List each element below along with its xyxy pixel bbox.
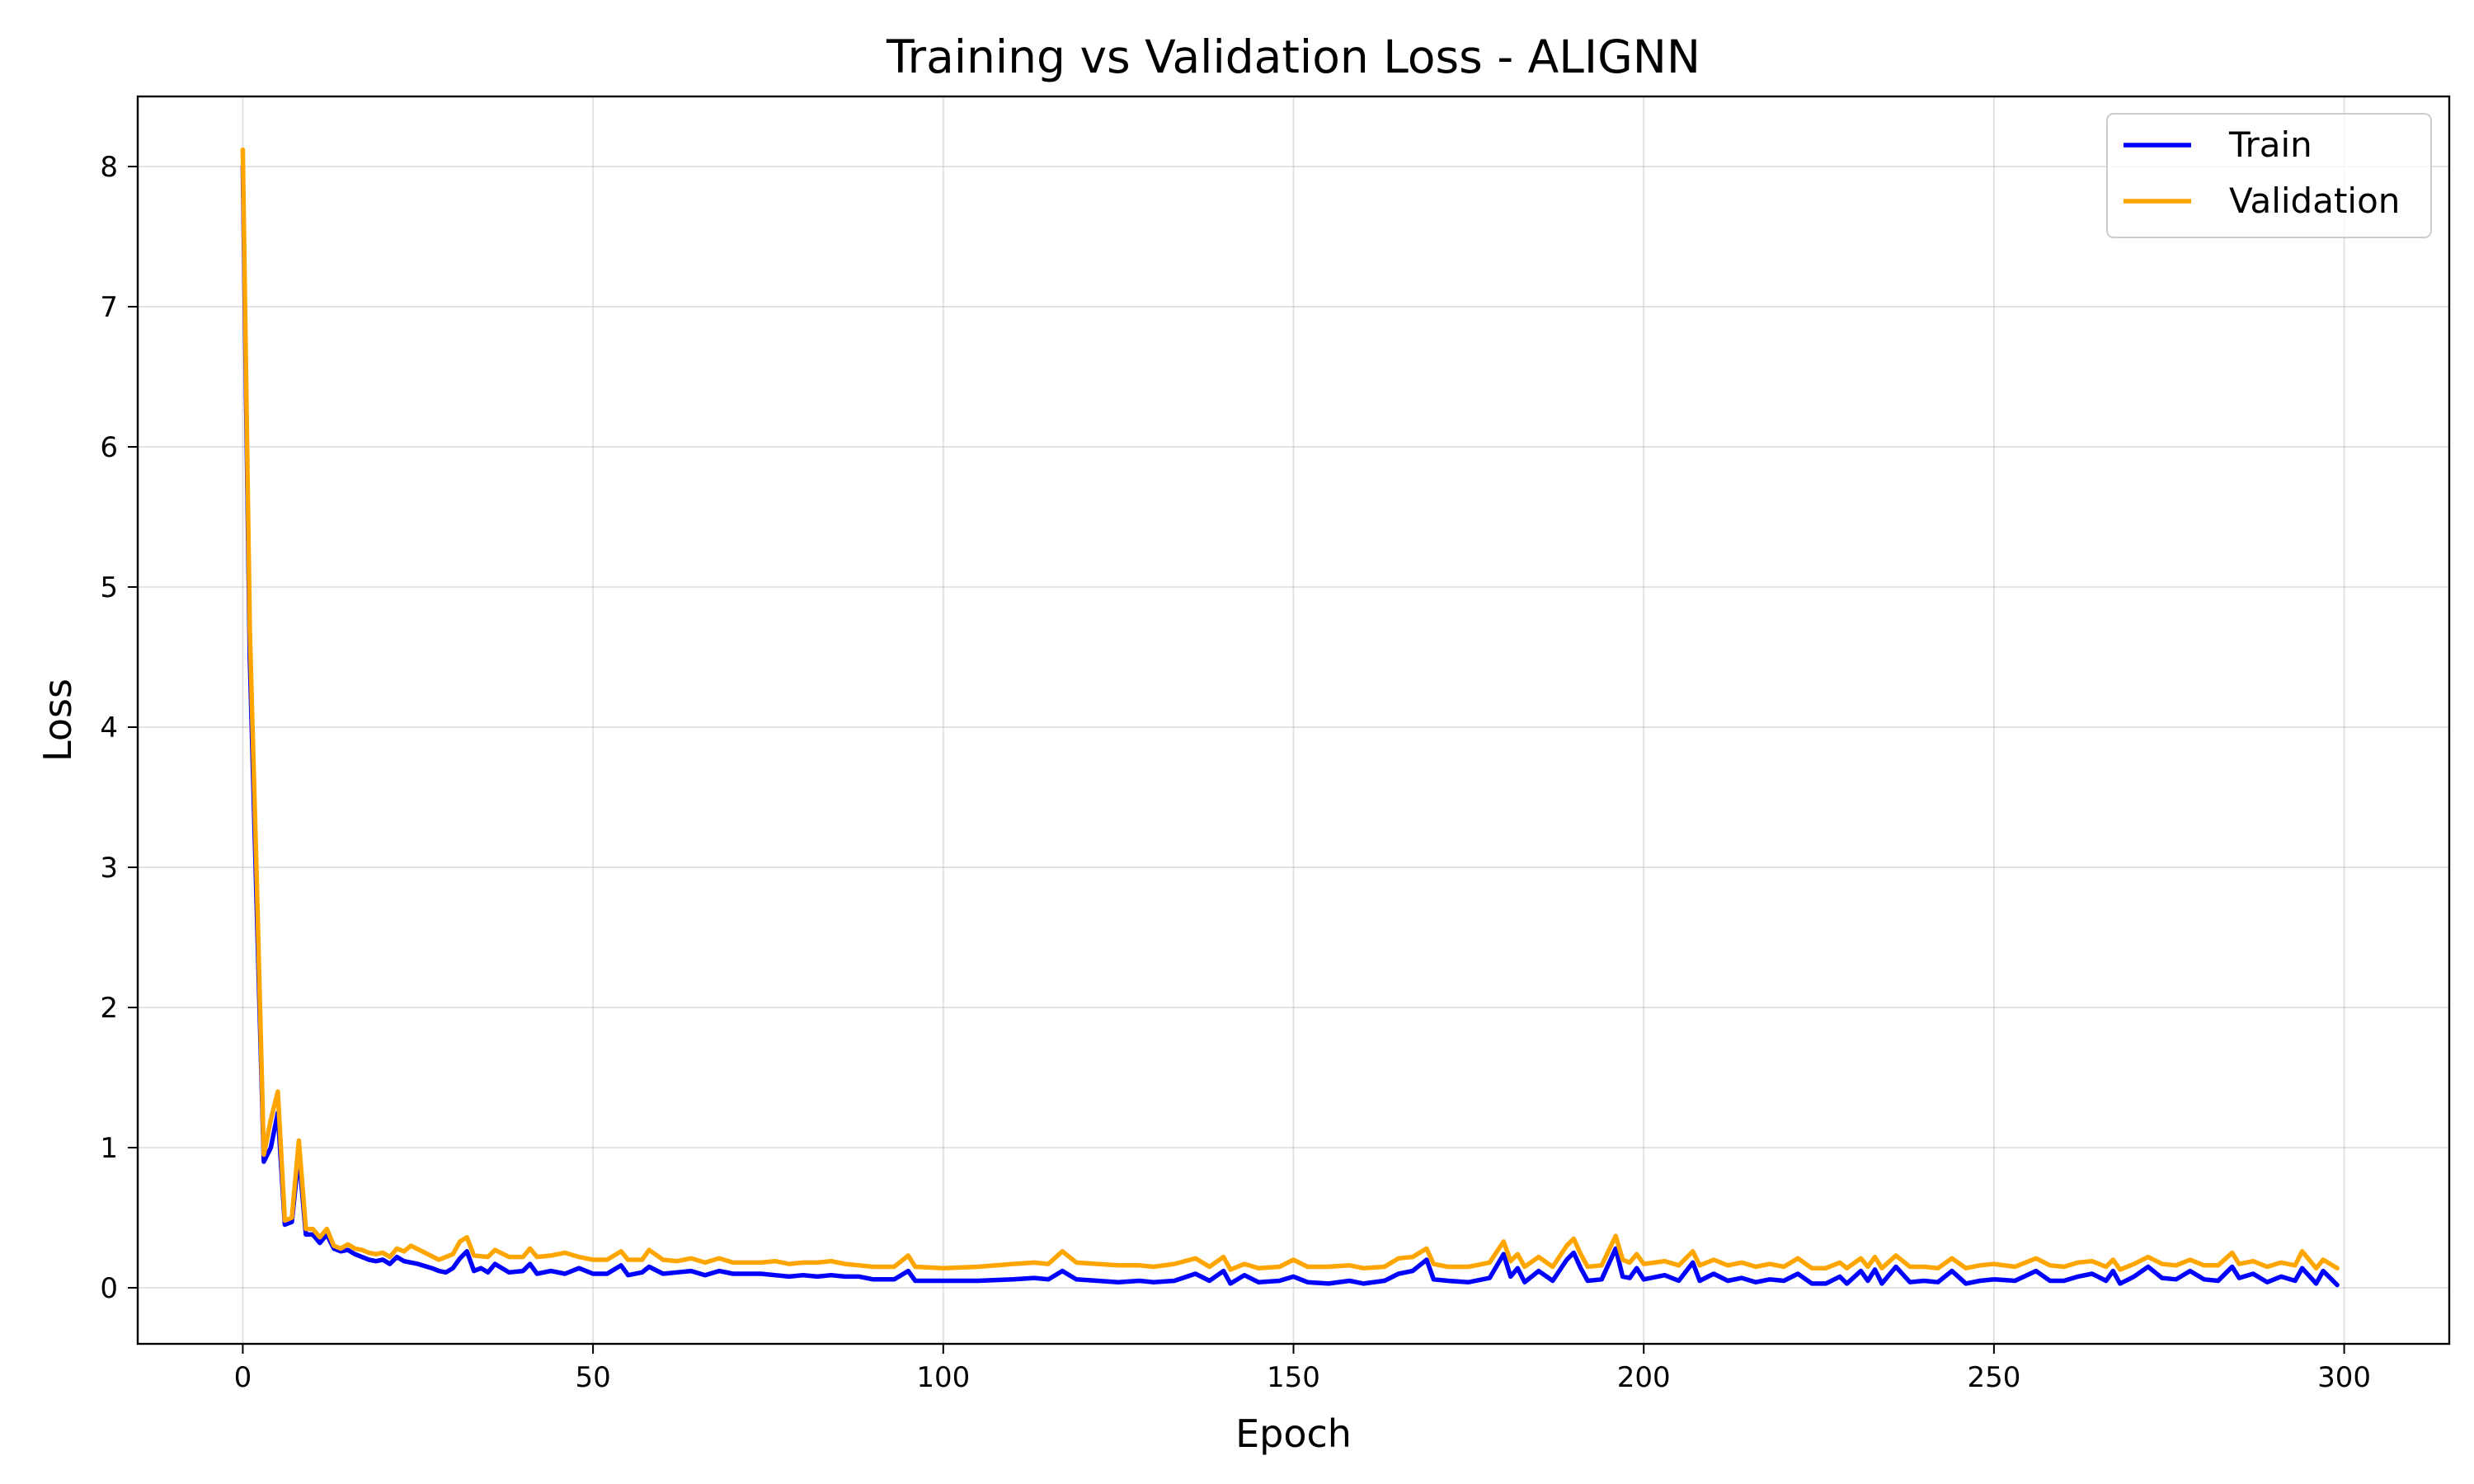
x-tick-label: 150 <box>1267 1361 1320 1394</box>
x-tick-label: 250 <box>1967 1361 2020 1394</box>
y-tick-label: 6 <box>100 431 118 464</box>
grid <box>138 96 2449 1344</box>
y-tick-label: 8 <box>100 151 118 184</box>
x-tick-label: 300 <box>2317 1361 2371 1394</box>
legend: Train Validation <box>2106 113 2432 238</box>
series-line-validation <box>240 147 2340 1272</box>
y-tick-label: 5 <box>100 571 118 604</box>
legend-label-train: Train <box>2228 124 2312 165</box>
y-tick-label: 0 <box>100 1272 118 1305</box>
y-tick-label: 2 <box>100 992 118 1025</box>
y-tick-label: 4 <box>100 711 118 744</box>
y-tick-label: 7 <box>100 291 118 324</box>
x-tick-label: 0 <box>234 1361 252 1394</box>
y-tick-label: 1 <box>100 1132 118 1165</box>
legend-label-validation: Validation <box>2229 181 2400 221</box>
series-lines <box>240 147 2340 1288</box>
chart-title: Training vs Validation Loss - ALIGNN <box>886 31 1700 83</box>
x-tick-label: 50 <box>575 1361 610 1394</box>
x-tick-label: 100 <box>916 1361 970 1394</box>
y-axis-label: Loss <box>35 679 80 762</box>
series-line-train <box>240 164 2340 1288</box>
axis-ticks: 0 50 100 150 200 250 300 0 1 2 3 4 5 6 7 8 <box>100 151 2371 1394</box>
x-tick-label: 200 <box>1617 1361 1671 1394</box>
x-axis-label: Epoch <box>1235 1411 1352 1456</box>
y-tick-label: 3 <box>100 852 118 885</box>
